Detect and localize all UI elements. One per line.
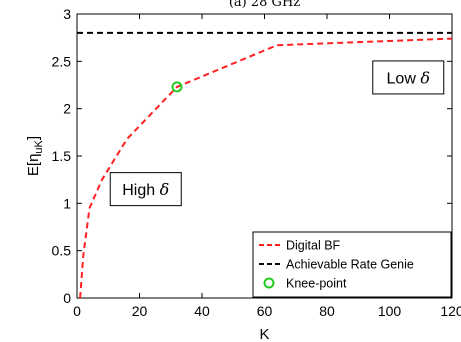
legend-label: Achievable Rate Genie	[286, 258, 414, 272]
y-tick-label: 1	[63, 195, 71, 211]
y-tick-label: 2	[63, 101, 71, 117]
legend-label: Digital BF	[286, 239, 341, 253]
legend-swatch	[263, 277, 275, 289]
x-tick-label: 0	[73, 303, 81, 319]
x-tick-label: 60	[257, 303, 273, 319]
knee-point-marker	[171, 81, 183, 93]
y-tick-label: 1.5	[52, 148, 72, 164]
x-tick-label: 100	[378, 303, 402, 319]
chart-title: (a) 28 GHz	[229, 0, 300, 10]
y-tick-label: 0	[63, 290, 71, 306]
plot-area: 0 20 40 60 80 100 120 0 0.5 1 1.5 2 2.5 3 High δ Low δ D…	[52, 6, 461, 319]
annotation-label: High δ	[122, 180, 169, 199]
x-tick-label: 120	[440, 303, 461, 319]
annotation-box	[109, 172, 182, 207]
x-tick-label: 40	[194, 303, 210, 319]
y-tick-label: 2.5	[52, 53, 72, 69]
y-tick-label: 3	[63, 6, 71, 22]
y-axis-label: E[ηuK]	[25, 136, 45, 176]
y-tick-label: 0.5	[52, 243, 72, 259]
legend-label: Knee-point	[286, 277, 347, 291]
x-tick-label: 20	[132, 303, 148, 319]
annotation-label: Low δ	[387, 68, 430, 87]
x-tick-label: 80	[319, 303, 335, 319]
series-line-0	[79, 37, 453, 299]
x-axis-label: K	[259, 326, 269, 342]
legend	[252, 231, 452, 298]
annotation-box	[372, 60, 445, 95]
